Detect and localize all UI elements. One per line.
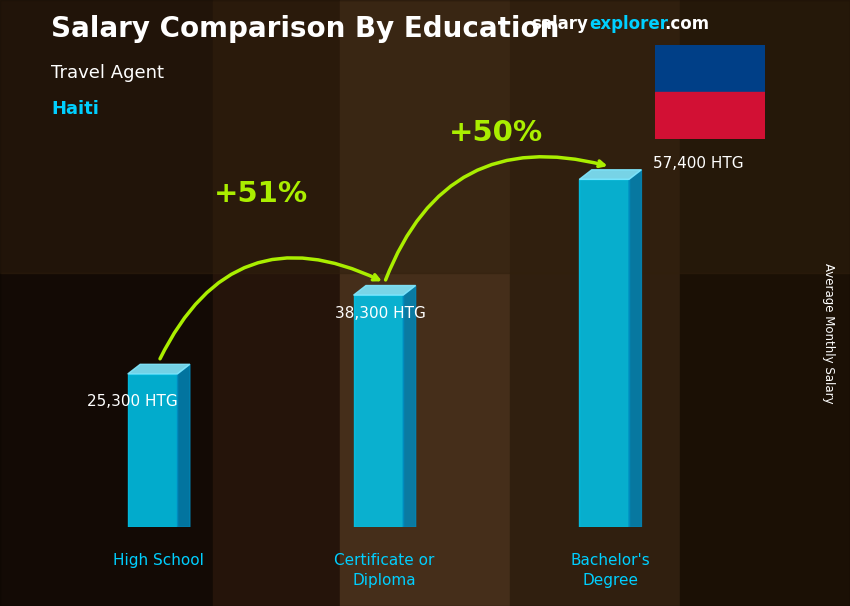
Text: +50%: +50%	[449, 119, 543, 147]
Bar	[680, 0, 850, 606]
Text: .com: .com	[664, 15, 709, 33]
Bar	[354, 295, 403, 527]
Text: Travel Agent: Travel Agent	[51, 64, 164, 82]
Text: 57,400 HTG: 57,400 HTG	[653, 156, 744, 171]
Polygon shape	[580, 170, 642, 179]
Text: Salary Comparison By Education: Salary Comparison By Education	[51, 15, 559, 43]
Bar	[340, 0, 510, 606]
Bar	[0, 0, 212, 606]
Polygon shape	[178, 364, 190, 527]
Polygon shape	[128, 364, 190, 374]
Text: Bachelor's
Degree: Bachelor's Degree	[570, 553, 650, 588]
Text: 25,300 HTG: 25,300 HTG	[88, 394, 178, 408]
Bar	[212, 0, 340, 606]
Polygon shape	[403, 285, 416, 527]
Bar	[128, 374, 178, 527]
Bar	[654, 45, 765, 92]
Bar	[580, 179, 629, 527]
Bar	[654, 92, 765, 139]
Bar	[0, 0, 850, 273]
Text: Haiti: Haiti	[51, 100, 99, 118]
Polygon shape	[629, 170, 642, 527]
Text: 38,300 HTG: 38,300 HTG	[336, 306, 427, 321]
Text: Average Monthly Salary: Average Monthly Salary	[822, 263, 836, 404]
Text: Certificate or
Diploma: Certificate or Diploma	[334, 553, 435, 588]
Text: explorer: explorer	[589, 15, 668, 33]
Polygon shape	[354, 285, 416, 295]
Text: +51%: +51%	[214, 180, 308, 208]
Bar	[510, 0, 680, 606]
Text: salary: salary	[531, 15, 588, 33]
Text: High School: High School	[113, 553, 204, 568]
